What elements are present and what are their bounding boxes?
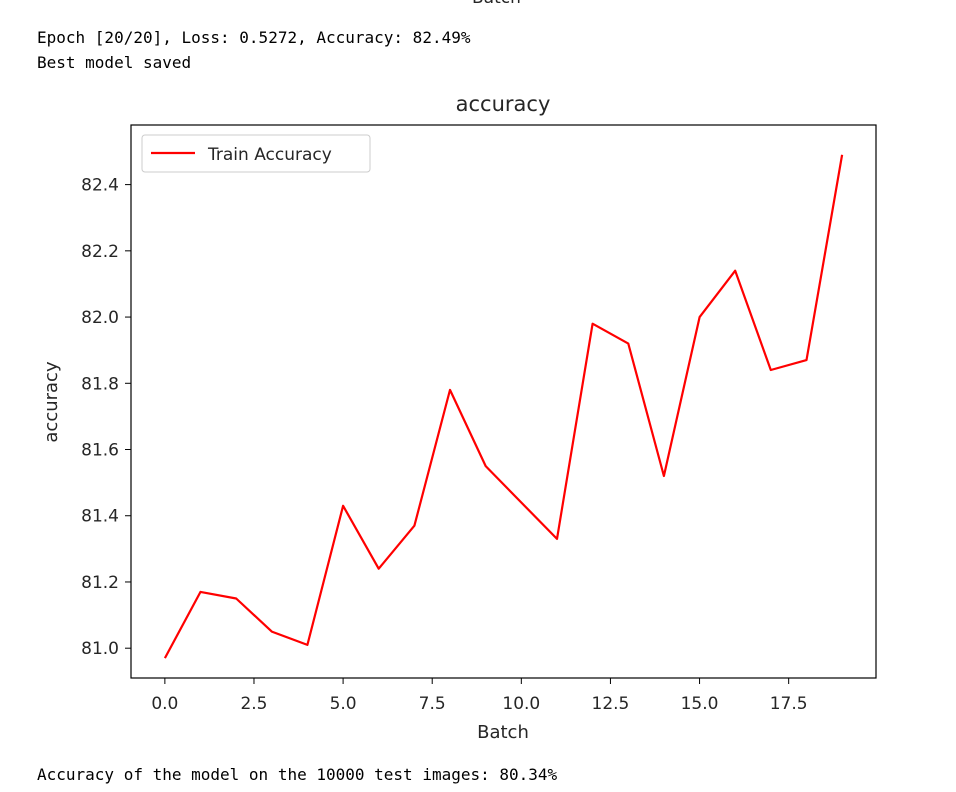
legend-box (141, 134, 371, 173)
legend: Train Accuracy (141, 134, 371, 173)
plot-frame (130, 124, 877, 679)
y-axis-ticks: 81.0 81.2 81.4 81.6 81.8 82.0 82.2 82.4 (81, 176, 131, 659)
x-axis-label: Batch (477, 722, 529, 743)
y-tick-label: 81.0 (81, 639, 119, 659)
x-axis-ticks: 0.0 2.5 5.0 7.5 10.0 12.5 15.0 17.5 (151, 678, 808, 714)
x-tick-label: 15.0 (681, 694, 719, 714)
chart-title: accuracy (456, 92, 551, 116)
console-saved-line: Best model saved (37, 53, 192, 72)
console-test-accuracy-line: Accuracy of the model on the 10000 test … (37, 765, 558, 784)
x-tick-label: 17.5 (770, 694, 808, 714)
x-tick-label: 7.5 (419, 694, 446, 714)
console-epoch-line: Epoch [20/20], Loss: 0.5272, Accuracy: 8… (37, 28, 471, 47)
x-tick-label: 5.0 (330, 694, 357, 714)
x-tick-label: 10.0 (502, 694, 540, 714)
x-tick-label: 12.5 (592, 694, 630, 714)
series-line-train-accuracy (163, 154, 844, 659)
legend-label-train-accuracy: Train Accuracy (207, 145, 332, 165)
y-tick-label: 81.4 (81, 507, 119, 527)
y-axis-label: accuracy (41, 361, 62, 443)
x-tick-label: 0.0 (151, 694, 178, 714)
clipped-previous-xlabel: Batch (472, 0, 521, 8)
y-tick-label: 81.8 (81, 374, 119, 394)
y-tick-label: 81.2 (81, 573, 119, 593)
y-tick-label: 82.2 (81, 242, 119, 262)
y-tick-label: 82.0 (81, 308, 119, 328)
y-tick-label: 82.4 (81, 176, 119, 196)
x-tick-label: 2.5 (240, 694, 267, 714)
y-tick-label: 81.6 (81, 441, 119, 461)
